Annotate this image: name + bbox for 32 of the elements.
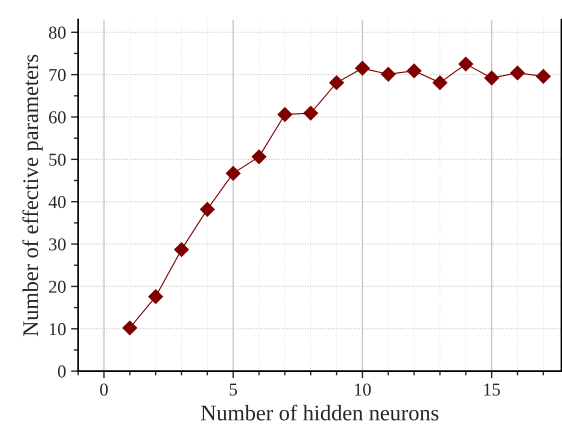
x-tick-label: 5 [230, 384, 238, 396]
point [122, 320, 138, 336]
y-tick-label: 80 [48, 26, 66, 39]
y-tick-label: 40 [48, 196, 66, 208]
point [303, 106, 318, 121]
point [148, 289, 164, 304]
x-tick-label: 0 [100, 383, 108, 396]
point [406, 63, 422, 78]
point [380, 66, 396, 82]
x-axis-title: Number of hidden neurons [201, 404, 438, 421]
point [277, 107, 292, 122]
point [329, 75, 344, 90]
point [536, 68, 551, 84]
point [355, 60, 370, 76]
point [484, 70, 500, 86]
y-tick-label: 30 [49, 238, 66, 251]
x-tick-label: 10 [354, 383, 371, 396]
y-tick-label: 70 [49, 68, 66, 82]
point [200, 202, 215, 217]
y-tick-label: 0 [58, 365, 66, 378]
point [458, 56, 474, 72]
point [510, 66, 525, 80]
y-tick-label: 10 [50, 323, 66, 336]
y-axis-title: Number of effective parameters [22, 54, 43, 336]
point [174, 242, 189, 257]
y-tick-label: 50 [49, 154, 66, 166]
y-tick-label: 60 [49, 111, 66, 124]
point [252, 149, 266, 164]
point [226, 166, 241, 181]
y-tick-label: 20 [49, 280, 66, 293]
point [432, 75, 448, 90]
x-tick-label: 15 [484, 384, 500, 396]
